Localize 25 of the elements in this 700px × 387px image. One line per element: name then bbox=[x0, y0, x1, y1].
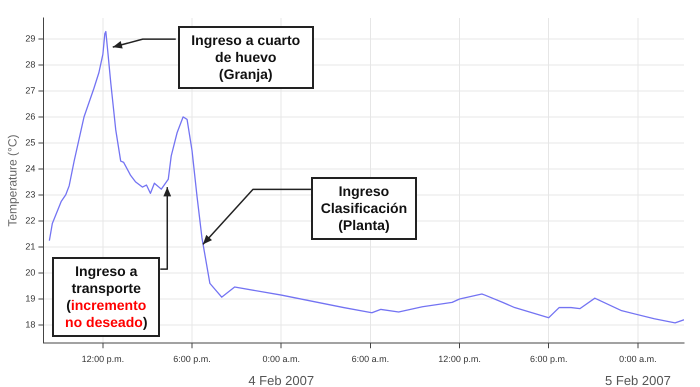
y-tick-label: 23 bbox=[25, 189, 36, 200]
y-tick-label: 20 bbox=[25, 267, 36, 278]
y-tick-label: 24 bbox=[25, 163, 36, 174]
y-tick-label: 19 bbox=[25, 293, 36, 304]
y-axis-title: Temperature (°C) bbox=[6, 134, 20, 227]
x-tick-label: 6:00 p.m. bbox=[173, 354, 211, 364]
annotation: Ingreso a transporte (incremento no deseado) bbox=[64, 263, 148, 332]
annotation: Ingreso a cuarto de huevo (Granja) bbox=[190, 32, 302, 84]
text: 4 Feb 2007 bbox=[248, 373, 314, 387]
y-tick-label: 29 bbox=[25, 33, 36, 44]
x-tick-label: 6:00 a.m. bbox=[352, 354, 390, 364]
y-tick-label: 27 bbox=[25, 85, 36, 96]
y-tick-label: 25 bbox=[25, 137, 36, 148]
y-tick-label: 18 bbox=[25, 319, 36, 330]
y-tick-label: 28 bbox=[25, 59, 36, 70]
y-tick-label: 21 bbox=[25, 241, 36, 252]
x-tick-label: 0:00 a.m. bbox=[619, 354, 657, 364]
x-tick-label: 0:00 a.m. bbox=[262, 354, 300, 364]
x-tick-label: 12:00 p.m. bbox=[82, 354, 124, 364]
y-tick-label: 26 bbox=[25, 111, 36, 122]
x-tick-label: 6:00 p.m. bbox=[530, 354, 568, 364]
y-tick-label: 22 bbox=[25, 215, 36, 226]
annotation: Ingreso Clasificación (Planta) bbox=[320, 183, 408, 234]
text: 5 Feb 2007 bbox=[605, 373, 671, 387]
x-tick-label: 12:00 p.m. bbox=[438, 354, 481, 364]
